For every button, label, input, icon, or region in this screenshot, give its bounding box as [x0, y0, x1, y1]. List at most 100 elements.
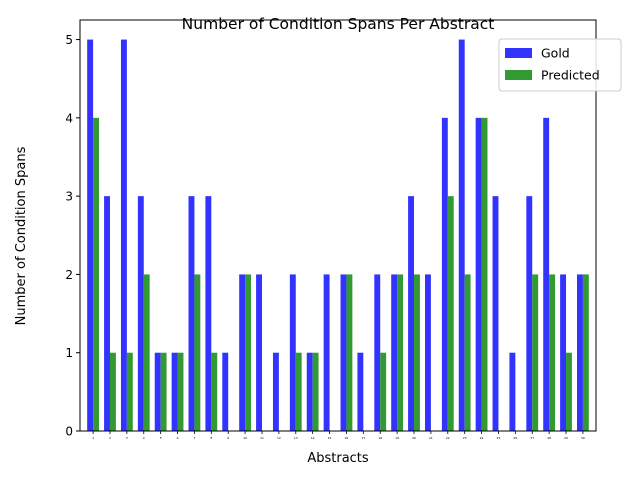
- bar-gold-14: [306, 352, 313, 431]
- y-tick-label-0: 0: [65, 425, 73, 439]
- x-tick-label-12: 12: [277, 436, 281, 440]
- axes-layer: [79, 19, 597, 432]
- bar-gold-28: [543, 117, 550, 432]
- x-tick-label-4: 4: [143, 436, 145, 440]
- bar-gold-16: [340, 274, 347, 431]
- bar-predicted-3: [126, 352, 133, 431]
- bar-gold-29: [560, 274, 567, 431]
- bar-gold-2: [104, 196, 110, 431]
- y-axis-label: Number of Condition Spans: [14, 146, 29, 325]
- bar-predicted-10: [245, 274, 252, 431]
- legend-swatch-predicted: [505, 70, 532, 80]
- bar-gold-23: [458, 39, 465, 431]
- bar-predicted-16: [346, 274, 353, 431]
- bar-gold-11: [256, 274, 262, 431]
- bar-gold-3: [120, 39, 127, 431]
- legend-label-gold: Gold: [541, 46, 570, 61]
- x-axis-label: Abstracts: [307, 451, 369, 466]
- bar-gold-15: [323, 274, 330, 431]
- y-tick-label-5: 5: [65, 33, 73, 47]
- bars-layer: [87, 39, 589, 432]
- y-tick-label-2: 2: [65, 268, 73, 282]
- bar-predicted-28: [549, 274, 556, 431]
- x-tick-label-16: 16: [345, 436, 349, 440]
- bar-gold-27: [526, 196, 533, 431]
- x-tick-label-26: 26: [513, 436, 517, 440]
- x-tick-label-6: 6: [177, 436, 179, 440]
- bar-gold-6: [171, 352, 178, 431]
- x-tick-label-23: 23: [463, 436, 467, 440]
- x-tick-label-15: 15: [328, 436, 332, 440]
- bar-predicted-23: [464, 274, 471, 431]
- bar-predicted-20: [414, 274, 420, 431]
- x-tick-label-7: 7: [193, 436, 195, 440]
- bar-gold-7: [188, 196, 195, 431]
- x-tick-label-8: 8: [210, 436, 212, 440]
- bar-predicted-14: [312, 352, 319, 431]
- x-tick-label-19: 19: [395, 436, 399, 440]
- x-tick-label-30: 30: [581, 436, 585, 440]
- bar-predicted-8: [211, 352, 218, 431]
- y-tick-label-1: 1: [65, 346, 73, 360]
- bar-gold-5: [154, 352, 161, 431]
- x-tick-label-10: 10: [243, 436, 247, 440]
- bar-predicted-29: [566, 352, 572, 431]
- bar-gold-20: [408, 196, 414, 431]
- bar-gold-25: [492, 196, 499, 431]
- bar-gold-30: [577, 274, 583, 431]
- bar-predicted-24: [481, 117, 488, 432]
- bar-gold-17: [357, 352, 364, 431]
- bar-gold-18: [374, 274, 381, 431]
- bar-predicted-18: [380, 352, 387, 431]
- bar-predicted-27: [532, 274, 539, 431]
- x-tick-label-24: 24: [480, 436, 484, 440]
- x-tick-label-27: 27: [530, 436, 534, 440]
- bar-gold-21: [424, 274, 431, 431]
- x-tick-label-14: 14: [311, 436, 315, 440]
- x-tick-label-3: 3: [126, 436, 128, 440]
- plot-frame: [79, 19, 597, 432]
- x-tick-label-29: 29: [564, 436, 568, 440]
- x-tick-label-1: 1: [92, 436, 94, 440]
- x-tick-label-9: 9: [227, 436, 229, 440]
- chart-title: Number of Condition Spans Per Abstract: [182, 15, 495, 33]
- x-tick-label-22: 22: [446, 436, 450, 440]
- x-tick-label-17: 17: [361, 436, 365, 440]
- bar-predicted-6: [177, 352, 184, 431]
- x-tick-label-2: 2: [109, 436, 111, 440]
- bar-predicted-2: [109, 352, 116, 431]
- x-tick-label-5: 5: [160, 436, 162, 440]
- bar-gold-24: [475, 117, 482, 432]
- bar-predicted-5: [160, 352, 167, 431]
- x-tick-label-11: 11: [260, 436, 264, 440]
- legend-label-predicted: Predicted: [541, 68, 600, 83]
- x-ticks: 1 2 3 4 5 6 7 8 9 10 11 12 13 14 15 16 17 18 19 20 21 22 23 24 2…: [92, 431, 585, 440]
- x-tick-label-28: 28: [547, 436, 551, 440]
- bar-gold-8: [205, 196, 212, 431]
- y-tick-label-3: 3: [65, 190, 73, 204]
- y-ticks: 0 1 2 3 4 5: [65, 33, 80, 439]
- bar-gold-19: [391, 274, 398, 431]
- x-tick-label-20: 20: [412, 436, 416, 440]
- bar-gold-9: [222, 352, 229, 431]
- bar-predicted-4: [143, 274, 150, 431]
- bar-gold-12: [272, 352, 279, 431]
- x-tick-label-13: 13: [294, 436, 298, 440]
- bar-gold-1: [87, 39, 94, 431]
- bar-predicted-1: [93, 117, 99, 432]
- bar-predicted-13: [295, 352, 302, 431]
- legend: Gold Predicted: [498, 38, 622, 92]
- bar-gold-22: [441, 117, 448, 432]
- x-tick-label-25: 25: [497, 436, 501, 440]
- bar-gold-10: [239, 274, 246, 431]
- bar-gold-4: [137, 196, 144, 431]
- bar-predicted-22: [447, 196, 454, 431]
- bar-predicted-7: [194, 274, 201, 431]
- bar-gold-26: [509, 352, 516, 431]
- bar-gold-13: [289, 274, 296, 431]
- x-tick-label-21: 21: [429, 436, 433, 440]
- legend-swatch-gold: [505, 48, 532, 58]
- bar-predicted-30: [582, 274, 589, 431]
